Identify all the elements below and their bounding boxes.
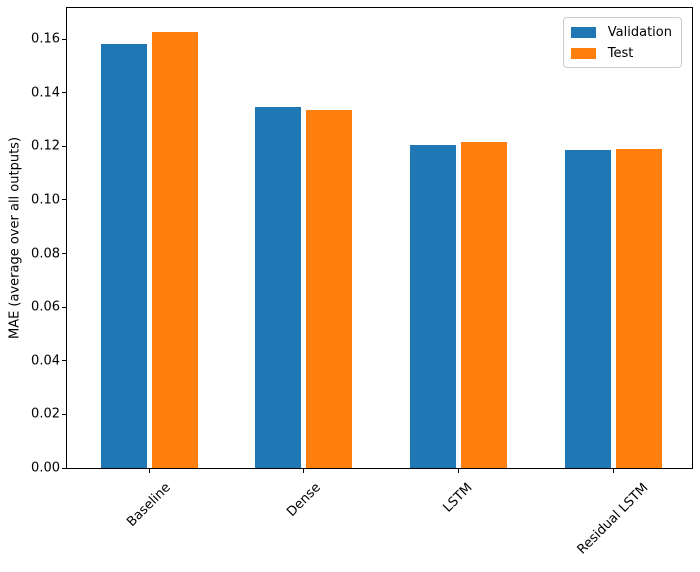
bar-validation-residual-lstm [564,150,611,468]
legend-item-test: Test [570,45,672,61]
x-tick-label-dense: Dense [283,480,324,521]
y-axis-tick [62,253,66,255]
y-axis-tick [62,92,66,94]
y-axis-title: MAE (average over all outputs) [7,136,23,340]
legend-item-validation: Validation [570,24,672,40]
y-tick-label-0.06: 0.06 [31,299,60,315]
y-tick-label-0.14: 0.14 [31,85,60,101]
x-axis-tick [303,469,305,473]
bar-validation-dense [255,107,302,468]
bar-validation-baseline [100,44,147,468]
y-axis-tick [62,199,66,201]
y-tick-label-0.16: 0.16 [31,31,60,47]
x-tick-label-lstm: LSTM [440,480,476,516]
bar-test-residual-lstm [615,149,662,468]
legend-swatch-validation [570,26,596,38]
plot-area [66,7,693,469]
legend-swatch-test [570,47,596,59]
y-axis-tick [62,38,66,40]
y-tick-label-0.00: 0.00 [31,460,60,476]
bar-test-lstm [460,142,507,468]
x-axis-tick [148,469,150,473]
legend-label-test: Test [607,45,634,61]
y-tick-label-0.12: 0.12 [31,138,60,154]
bar-validation-lstm [409,145,456,468]
bar-test-dense [306,110,353,468]
y-axis-tick [62,360,66,362]
bar-test-baseline [151,32,198,468]
y-axis-tick [62,413,66,415]
y-tick-label-0.10: 0.10 [31,192,60,208]
x-tick-label-residual-lstm: Residual LSTM [574,480,652,558]
y-tick-label-0.02: 0.02 [31,406,60,422]
y-axis-tick [62,306,66,308]
y-axis-tick [62,467,66,469]
legend: Validation Test [562,17,682,68]
y-axis-tick [62,145,66,147]
y-tick-label-0.04: 0.04 [31,353,60,369]
legend-label-validation: Validation [607,24,672,40]
x-axis-tick [612,469,614,473]
y-tick-label-0.08: 0.08 [31,246,60,262]
x-tick-label-baseline: Baseline [124,480,174,531]
x-axis-tick [457,469,459,473]
